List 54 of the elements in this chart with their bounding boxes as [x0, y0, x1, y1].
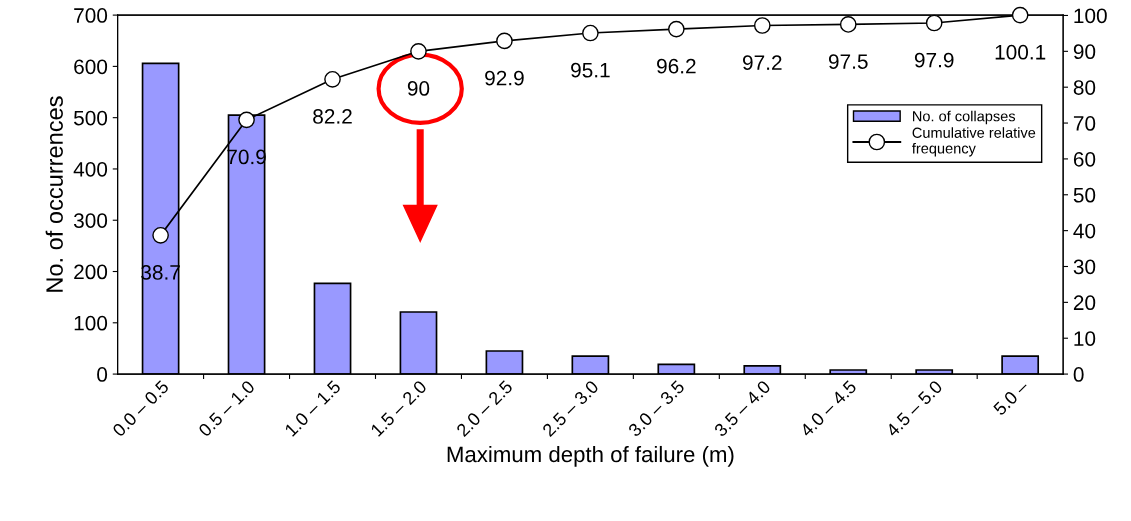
- point: [839, 16, 857, 33]
- y2-tick-label: 70: [1073, 116, 1096, 131]
- y-axis-title: No. of occurrences: [45, 96, 63, 292]
- data-label: 97.9: [914, 52, 954, 68]
- y2-tick-label: 10: [1074, 331, 1096, 346]
- y2-tick-label: 80: [1073, 80, 1096, 95]
- point: [925, 14, 943, 32]
- y2-tick-label: 50: [1073, 187, 1096, 203]
- point: [152, 226, 169, 244]
- data-label: 97.5: [828, 54, 868, 69]
- y-tick-label: 700: [74, 8, 108, 23]
- y2-tick-label: 90: [1073, 44, 1096, 60]
- y2-tick-label: 40: [1073, 223, 1096, 239]
- y2-tick-label: 30: [1073, 259, 1096, 275]
- data-label: 95.1: [571, 62, 610, 78]
- legend-label: No. of collapses: [913, 110, 1016, 125]
- x-tick-label: 0.0 – 0.5: [111, 379, 170, 438]
- x-tick-label: 2.5 – 3.0: [541, 379, 600, 438]
- point: [582, 24, 599, 42]
- x-axis-title: Maximum depth of failure (m): [447, 445, 734, 467]
- point: [410, 42, 427, 60]
- legend-label: Cumulative relative frequency: [912, 127, 1036, 157]
- data-label: 96.2: [657, 58, 696, 74]
- x-tick-label: 3.5 – 4.0: [713, 379, 772, 438]
- point: [324, 70, 341, 88]
- x-tick-label: 2.0 – 2.5: [455, 379, 514, 438]
- x-tick-label: 4.0 – 4.5: [799, 379, 858, 438]
- y2-tick-label: 60: [1073, 151, 1096, 167]
- point: [1011, 6, 1029, 24]
- y-tick-label: 300: [73, 213, 108, 228]
- y2-tick-label: 20: [1073, 295, 1096, 311]
- data-label: 82.2: [313, 109, 352, 124]
- data-label: 90: [407, 81, 430, 96]
- data-label: 92.9: [485, 70, 524, 86]
- point: [753, 17, 771, 34]
- y-tick-label: 200: [74, 264, 108, 280]
- y2-tick-label: 0: [1073, 367, 1084, 382]
- x-tick-label: 0.5 – 1.0: [197, 379, 256, 438]
- y-tick-label: 0: [97, 367, 108, 382]
- x-tick-label: 1.5 – 2.0: [370, 379, 428, 437]
- y-tick-label: 600: [74, 59, 108, 75]
- point: [496, 32, 513, 50]
- point: [238, 111, 255, 129]
- data-label: 100.1: [995, 44, 1046, 60]
- y-tick-label: 500: [73, 110, 108, 126]
- x-tick-label: 1.0 – 1.5: [284, 379, 342, 437]
- y-tick-label: 100: [74, 315, 108, 331]
- y-tick-label: 400: [73, 161, 108, 177]
- point: [668, 20, 685, 38]
- x-tick-label: 5.0 –: [992, 379, 1030, 417]
- x-tick-label: 3.0 – 3.5: [627, 379, 686, 438]
- data-label: 97.2: [743, 55, 782, 70]
- y2-tick-label: 100: [1074, 8, 1107, 24]
- x-tick-label: 4.5 – 5.0: [885, 379, 944, 438]
